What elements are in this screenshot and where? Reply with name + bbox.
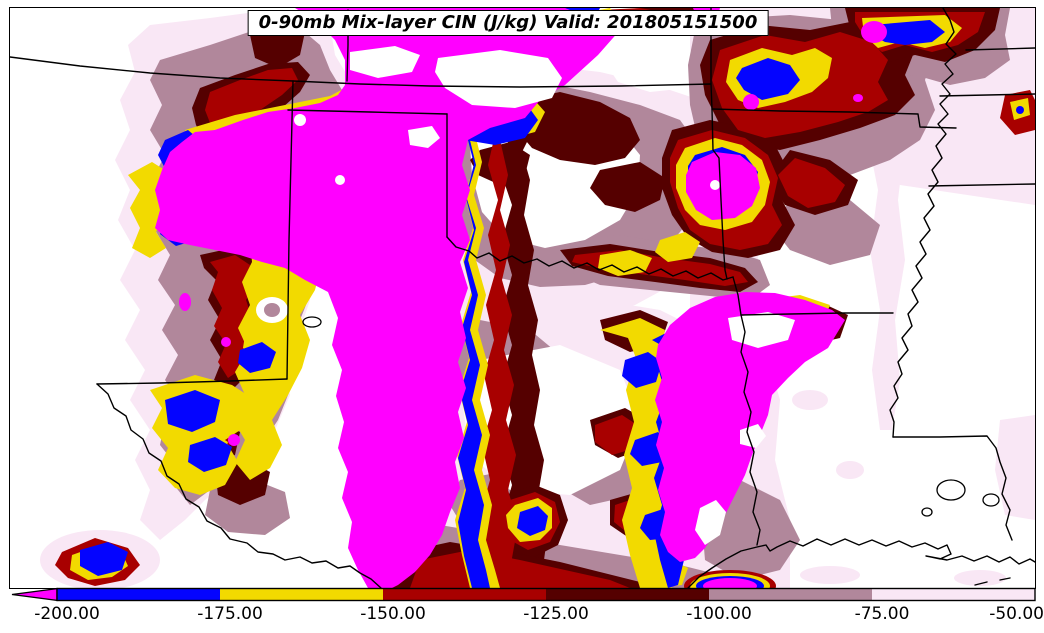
colorbar-tick-label: -75.00	[854, 604, 910, 624]
colorbar-left-arrow	[11, 587, 58, 602]
cin-map-canvas	[9, 7, 1036, 589]
colorbar-segment	[383, 588, 546, 601]
colorbar-outline	[56, 587, 1036, 602]
colorbar-segment	[57, 588, 220, 601]
colorbar-segment	[546, 588, 709, 601]
lake-pontchartrain	[936, 479, 966, 501]
colorbar-tick-label: -175.00	[197, 604, 263, 624]
gulf-coastline	[687, 538, 1035, 588]
colorbar-tick-label: -150.00	[360, 604, 426, 624]
map-title: 0-90mb Mix-layer CIN (J/kg) Valid: 20180…	[247, 10, 769, 36]
colorbar	[11, 587, 1036, 602]
colorbar-segment	[872, 588, 1035, 601]
colorbar-tick-label: -50.00	[989, 604, 1044, 624]
contour-field	[40, 8, 1035, 588]
colorbar-segment	[709, 588, 872, 601]
colorbar-tick-label: -125.00	[523, 604, 589, 624]
state-borders	[10, 8, 1035, 588]
colorbar-tick-label: -100.00	[686, 604, 752, 624]
colorbar-tick-label: -200.00	[34, 604, 100, 624]
colorbar-tick-labels: -200.00 -175.00 -150.00 -125.00 -100.00 …	[10, 604, 1044, 628]
colorbar-segment	[220, 588, 383, 601]
